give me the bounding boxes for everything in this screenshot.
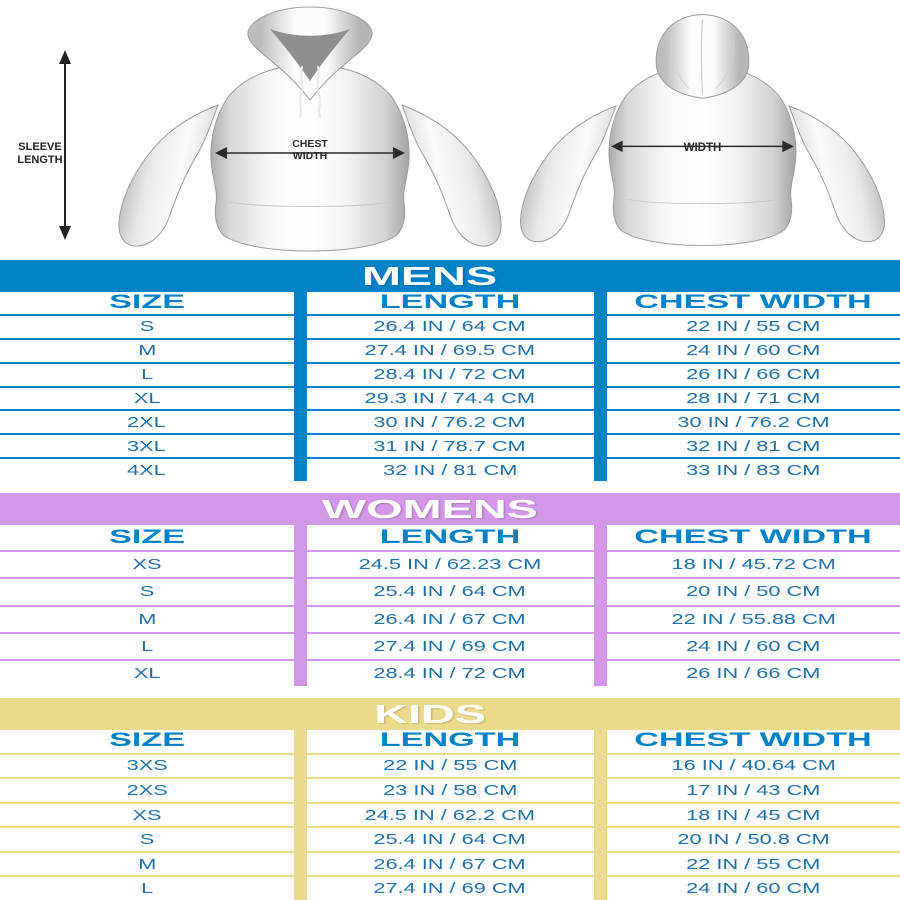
svg-text:WIDTH: WIDTH bbox=[684, 142, 722, 154]
svg-text:WIDTH: WIDTH bbox=[293, 150, 327, 162]
svg-text:SLEEVE: SLEEVE bbox=[18, 141, 61, 153]
svg-text:LENGTH: LENGTH bbox=[17, 154, 62, 166]
svg-text:CHEST: CHEST bbox=[292, 138, 328, 150]
